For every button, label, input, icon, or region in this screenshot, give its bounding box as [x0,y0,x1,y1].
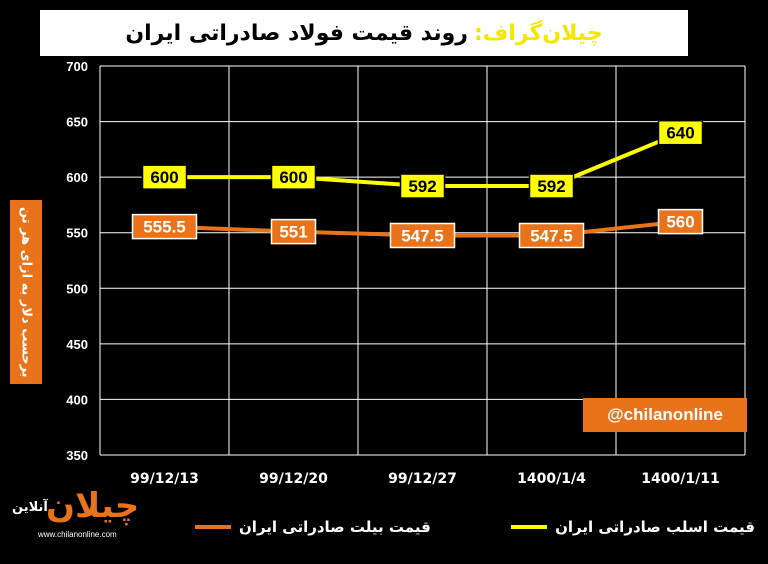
x-tick-label: 99/12/20 [259,471,328,487]
y-tick-label: 500 [66,281,88,296]
data-label-box [657,208,704,235]
data-label-box [141,164,188,190]
logo-url: www.chilanonline.com [38,530,117,539]
data-label: 600 [150,168,178,187]
data-label: 592 [408,177,436,196]
data-label-box [657,119,704,146]
y-tick-label: 550 [66,226,88,241]
y-tick-label: 650 [66,115,88,130]
data-label-box [389,222,456,249]
data-label-box [399,173,446,199]
legend-item-billet: قیمت بیلت صادراتی ایران [195,518,431,536]
data-label: 547.5 [401,226,444,245]
data-label: 551 [279,223,307,242]
legend-swatch-slab [511,525,548,529]
data-label-box [518,222,585,249]
legend-label-billet: قیمت بیلت صادراتی ایران [239,518,431,536]
data-label-box [131,213,198,240]
x-tick-label: 99/12/13 [130,471,199,487]
data-label: 592 [537,177,565,196]
data-label-box [270,164,317,190]
y-tick-label: 600 [66,170,88,185]
data-label: 560 [666,213,694,232]
chart-title: روند قیمت فولاد صادراتی ایران [125,20,468,46]
chilan-logo: چیلان آنلاین www.chilanonline.com [12,480,139,552]
legend: قیمت اسلب صادراتی ایران قیمت بیلت صادرات… [195,510,755,544]
data-label-box [270,218,317,245]
data-label: 640 [666,124,694,143]
x-tick-label: 1400/1/11 [641,471,719,487]
legend-item-slab: قیمت اسلب صادراتی ایران [511,518,755,536]
y-tick-label: 450 [66,337,88,352]
legend-label-slab: قیمت اسلب صادراتی ایران [555,518,755,536]
logo-word: چیلان [46,486,140,526]
y-axis-label-box: برحسب دلار به ازای هر تن [10,200,42,384]
logo-sub: آنلاین [12,500,48,515]
data-label: 555.5 [143,218,186,237]
y-tick-label: 350 [66,448,88,463]
data-label: 600 [279,168,307,187]
y-tick-label: 400 [66,392,88,407]
legend-swatch-billet [195,525,231,529]
data-label: 547.5 [530,226,573,245]
data-label-box [528,173,575,199]
chart-title-bar: چیلان‌گراف: روند قیمت فولاد صادراتی ایرا… [40,10,688,56]
watermark-badge: @chilanonline [583,398,747,432]
x-tick-label: 1400/1/4 [517,471,586,487]
x-tick-label: 99/12/27 [388,471,457,487]
brand-label: چیلان‌گراف: [473,20,603,46]
y-axis-label: برحسب دلار به ازای هر تن [18,206,34,378]
y-tick-label: 700 [66,59,88,74]
